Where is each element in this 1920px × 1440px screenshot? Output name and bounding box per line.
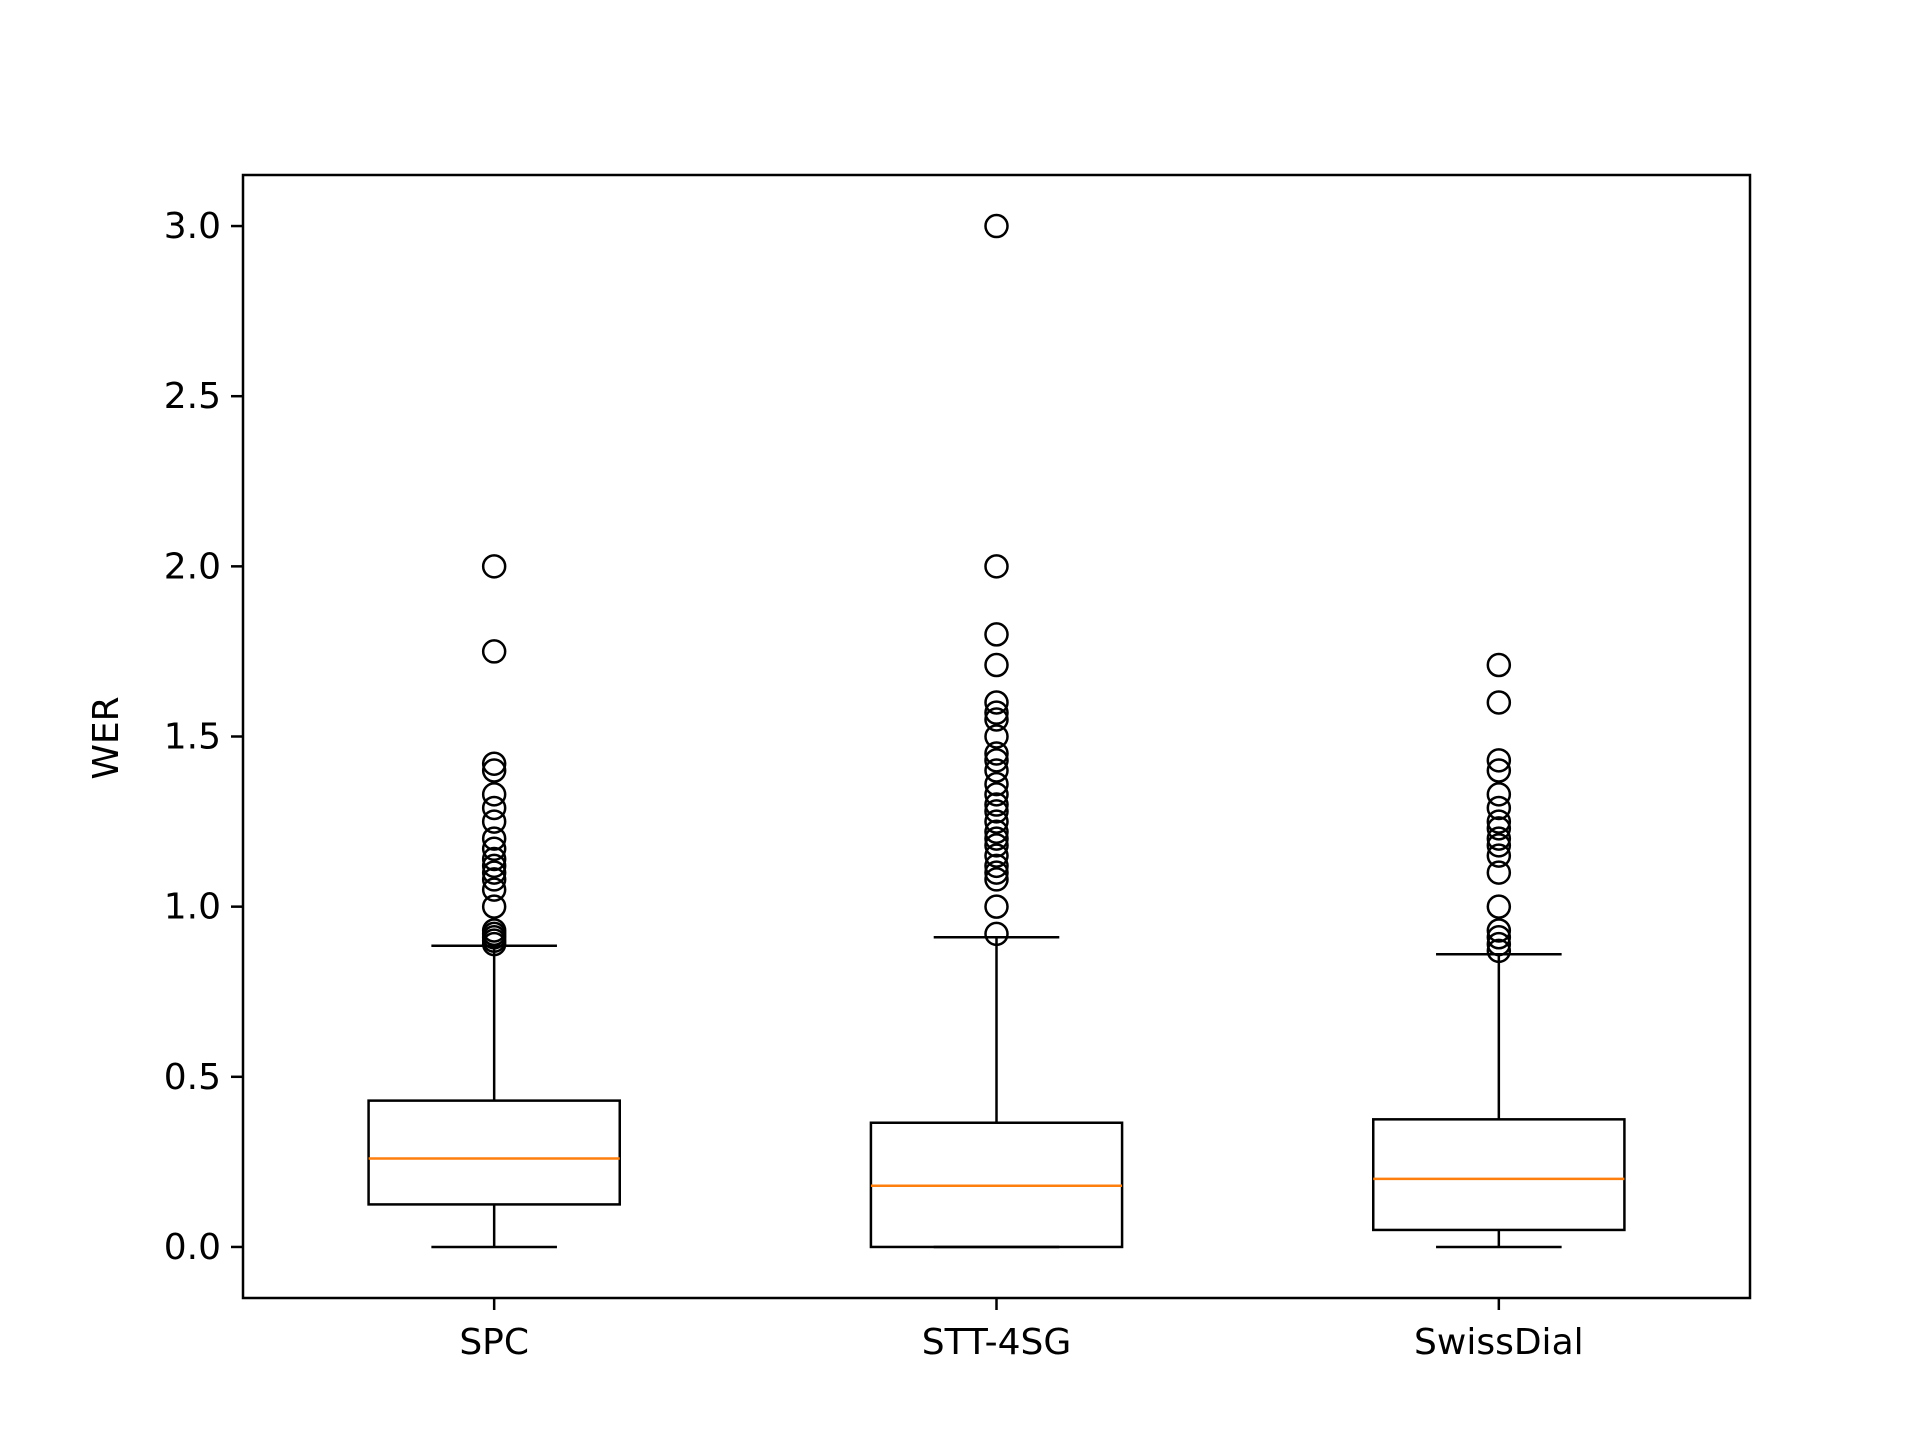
outlier-point (1486, 816, 1512, 841)
outlier-point (481, 894, 507, 919)
outlier-point (481, 867, 507, 892)
outlier-point (1486, 809, 1512, 834)
outlier-point (481, 853, 507, 879)
outlier-point (984, 758, 1009, 783)
outlier-point (984, 622, 1009, 647)
outlier-point (984, 826, 1009, 851)
y-axis: 0.0 0.5 1.0 1.5 2.0 2.5 3.0 (164, 206, 243, 1268)
outlier-point (984, 833, 1009, 858)
outlier-point (984, 724, 1009, 749)
y-tick-label: 0.0 (164, 1227, 221, 1268)
outlier-point (984, 700, 1009, 725)
outlier-point (1486, 782, 1512, 807)
outlier-point (481, 758, 507, 783)
y-tick-label: 2.0 (164, 546, 221, 587)
outlier-point (481, 795, 507, 821)
box-group-spc (367, 554, 622, 1249)
outlier-point (984, 860, 1009, 885)
outlier-point (481, 918, 507, 943)
outlier-point (1486, 826, 1512, 851)
outlier-point (984, 707, 1009, 732)
x-tick-label: STT-4SG (922, 1322, 1072, 1363)
outlier-point (481, 782, 507, 807)
plot-area (367, 213, 1626, 1249)
outlier-point (984, 748, 1009, 773)
outlier-point (984, 554, 1009, 579)
x-tick-label: SPC (459, 1322, 529, 1363)
outlier-point (1486, 833, 1512, 858)
outlier-point (1486, 652, 1512, 678)
outlier-point (1486, 931, 1512, 957)
outlier-point (1486, 748, 1512, 773)
outlier-point (984, 690, 1009, 715)
y-tick-label: 1.5 (164, 717, 221, 758)
outlier-point (481, 826, 507, 851)
y-tick-label: 2.5 (164, 376, 221, 417)
outlier-point (1486, 894, 1512, 919)
outlier-point (1486, 860, 1512, 885)
outlier-point (481, 846, 507, 872)
outlier-point (984, 921, 1009, 947)
outlier-point (984, 792, 1009, 817)
outlier-point (481, 639, 507, 664)
box-group-stt-4sg (869, 213, 1124, 1249)
outlier-point (984, 853, 1009, 879)
y-tick-label: 1.0 (164, 887, 221, 928)
outlier-point (1486, 843, 1512, 868)
outlier-point (1486, 758, 1512, 783)
outlier-point (481, 860, 507, 885)
outlier-point (984, 213, 1009, 239)
outlier-point (984, 799, 1009, 824)
outlier-point (481, 809, 507, 834)
outlier-point (1486, 918, 1512, 943)
outlier-point (1486, 925, 1512, 950)
outlier-point (984, 782, 1009, 807)
outlier-point (984, 771, 1009, 797)
y-tick-label: 3.0 (164, 206, 221, 247)
outlier-point (481, 554, 507, 579)
outlier-point (1486, 938, 1512, 964)
iqr-box (367, 1099, 622, 1206)
x-tick-label: SwissDial (1414, 1322, 1584, 1363)
outlier-point (1486, 690, 1512, 715)
outlier-point (984, 741, 1009, 766)
y-axis-label: WER (86, 696, 127, 779)
iqr-box (1372, 1118, 1626, 1232)
outlier-point (1486, 795, 1512, 821)
outlier-point (984, 652, 1009, 678)
box-group-swissdial (1372, 652, 1626, 1249)
outlier-point (984, 819, 1009, 845)
outlier-point (984, 867, 1009, 892)
outlier-point (984, 894, 1009, 919)
outlier-point (984, 843, 1009, 868)
outlier-point (481, 751, 507, 776)
outlier-point (984, 809, 1009, 834)
outlier-point (481, 877, 507, 902)
y-tick-label: 0.5 (164, 1057, 221, 1098)
x-axis: SPC STT-4SG SwissDial (459, 1298, 1584, 1363)
outlier-point (481, 836, 507, 862)
